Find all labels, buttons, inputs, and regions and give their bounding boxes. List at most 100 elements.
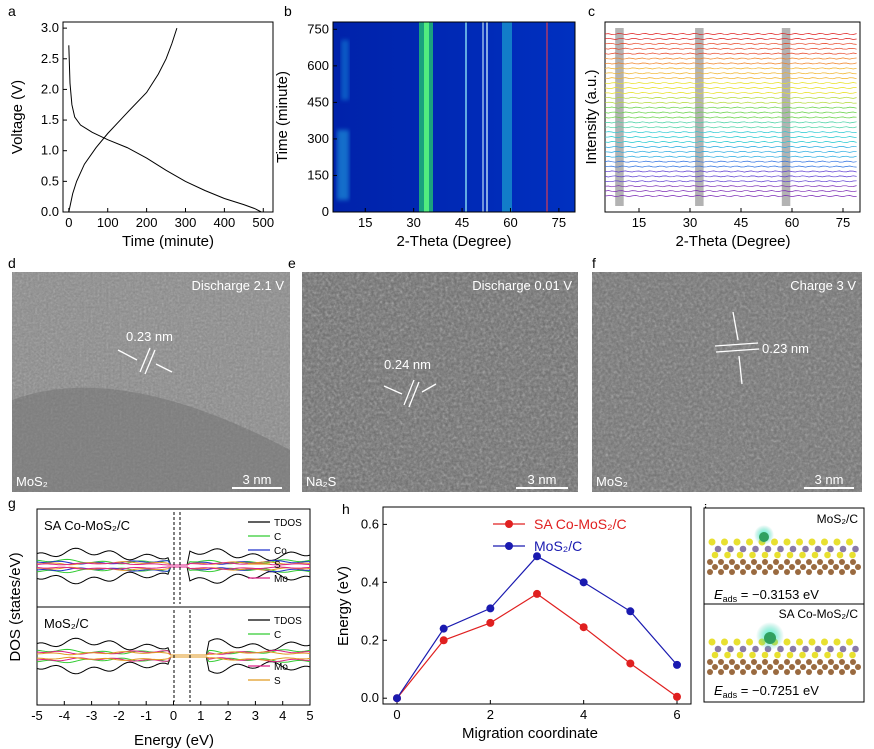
carbon-atom <box>822 664 828 670</box>
legend-entry: TDOS <box>274 518 302 529</box>
sulfur-atom <box>786 651 794 659</box>
tem-d-spacing: 0.23 nm <box>126 329 173 344</box>
carbon-atom <box>729 559 735 565</box>
data-point <box>626 607 635 616</box>
panel-h-frame <box>382 506 692 705</box>
series-line <box>396 555 678 699</box>
spectrum-line <box>604 195 857 197</box>
spectrum-line <box>604 52 857 55</box>
carbon-atom <box>751 569 757 575</box>
mo-atom <box>739 545 747 553</box>
spectrum-line <box>604 33 857 35</box>
carbon-atom <box>784 669 790 675</box>
panel-g-bottom-title: MoS₂/C <box>44 616 89 631</box>
carbon-atom <box>784 659 790 665</box>
x-tick-label: 1 <box>197 708 204 723</box>
x-tick-label: 2 <box>487 707 494 722</box>
sulfur-atom <box>796 638 803 646</box>
carbon-atom <box>740 659 746 665</box>
gray-band <box>615 28 624 206</box>
carbon-atom <box>707 559 713 565</box>
spectrum-line <box>604 87 857 89</box>
spectrum-line <box>604 37 857 40</box>
sulfur-atom <box>786 551 794 559</box>
sulfur-atom <box>849 551 856 559</box>
sulfur-atom <box>846 638 853 646</box>
carbon-atom <box>806 569 812 575</box>
y-tick-label: 2.5 <box>41 51 59 66</box>
y-tick-label: 150 <box>307 167 329 182</box>
x-tick-label: 100 <box>97 215 119 230</box>
carbon-atom <box>773 669 779 675</box>
panel-h-legend-mos2: MoS₂/C <box>534 538 582 554</box>
spectrum-line <box>604 180 857 183</box>
legend-entry: Co <box>274 546 287 557</box>
carbon-atom <box>806 669 812 675</box>
panel-b-label: b <box>284 3 292 19</box>
carbon-atom <box>762 569 768 575</box>
sulfur-atom <box>736 551 744 559</box>
carbon-atom <box>822 564 828 570</box>
y-tick-label: 2.0 <box>41 81 59 96</box>
carbon-atom <box>850 669 856 675</box>
sulfur-atom <box>821 638 828 646</box>
panel-a-discharge-curve <box>68 45 262 213</box>
spectrum-line <box>604 96 857 99</box>
panel-g-legends: TDOS C Co S Mo TDOS C Mo S <box>248 518 302 687</box>
sulfur-atom <box>733 638 741 646</box>
panel-h-ylabel: Energy (eV) <box>335 566 352 646</box>
x-tick-label: 0 <box>393 707 400 722</box>
carbon-atom <box>817 669 823 675</box>
carbon-atom <box>723 664 729 670</box>
sulfur-atom <box>746 638 753 646</box>
structure-bottom-label: SA Co-MoS₂/C <box>779 607 859 621</box>
carbon-atom <box>817 569 823 575</box>
data-point <box>439 636 448 645</box>
spectrum-line <box>604 77 857 80</box>
carbon-atom <box>806 659 812 665</box>
x-tick-label: -1 <box>140 708 152 723</box>
tem-e-lattice-mark <box>383 379 437 408</box>
y-tick-label: 0.2 <box>361 632 379 647</box>
mo-atom <box>852 645 859 653</box>
structure-bottom-frame <box>703 603 865 703</box>
spectrum-line <box>604 165 857 168</box>
y-tick-label: 600 <box>307 58 329 73</box>
spectrum-line <box>604 160 857 163</box>
x-tick-label: 30 <box>406 215 420 230</box>
data-point <box>486 618 495 627</box>
panel-c-xlabel: 2-Theta (Degree) <box>675 233 790 250</box>
y-tick-label: 0.6 <box>361 516 379 531</box>
tem-f-material: MoS₂ <box>596 474 628 489</box>
sulfur-atom <box>724 651 731 659</box>
carbon-atom <box>718 569 724 575</box>
spectrum-line <box>604 72 857 75</box>
mo-atom <box>714 545 722 553</box>
x-tick-label: -5 <box>31 708 43 723</box>
carbon-atom <box>773 559 779 565</box>
x-tick-label: 15 <box>632 215 646 230</box>
x-tick-label: 0 <box>65 215 72 230</box>
carbon-atom <box>833 664 839 670</box>
spectrum-line <box>604 62 857 65</box>
gray-band <box>781 28 791 206</box>
carbon-atom <box>795 569 801 575</box>
x-tick-label: 45 <box>455 215 469 230</box>
data-point <box>439 624 448 633</box>
panel-h-label: h <box>342 501 350 517</box>
sulfur-atom <box>811 651 819 659</box>
carbon-atom <box>773 659 779 665</box>
carbon-atom <box>762 559 768 565</box>
na-atom <box>759 532 769 542</box>
carbon-atom <box>855 664 861 670</box>
x-tick-label: 45 <box>734 215 748 230</box>
panel-g-label: g <box>8 495 16 511</box>
na-atom <box>764 632 776 644</box>
data-point <box>626 659 635 668</box>
carbon-atom <box>745 564 751 570</box>
carbon-atom <box>729 659 735 665</box>
carbon-atom <box>784 569 790 575</box>
panel-g-top-title: SA Co-MoS₂/C <box>44 518 130 533</box>
sulfur-atom <box>811 551 819 559</box>
